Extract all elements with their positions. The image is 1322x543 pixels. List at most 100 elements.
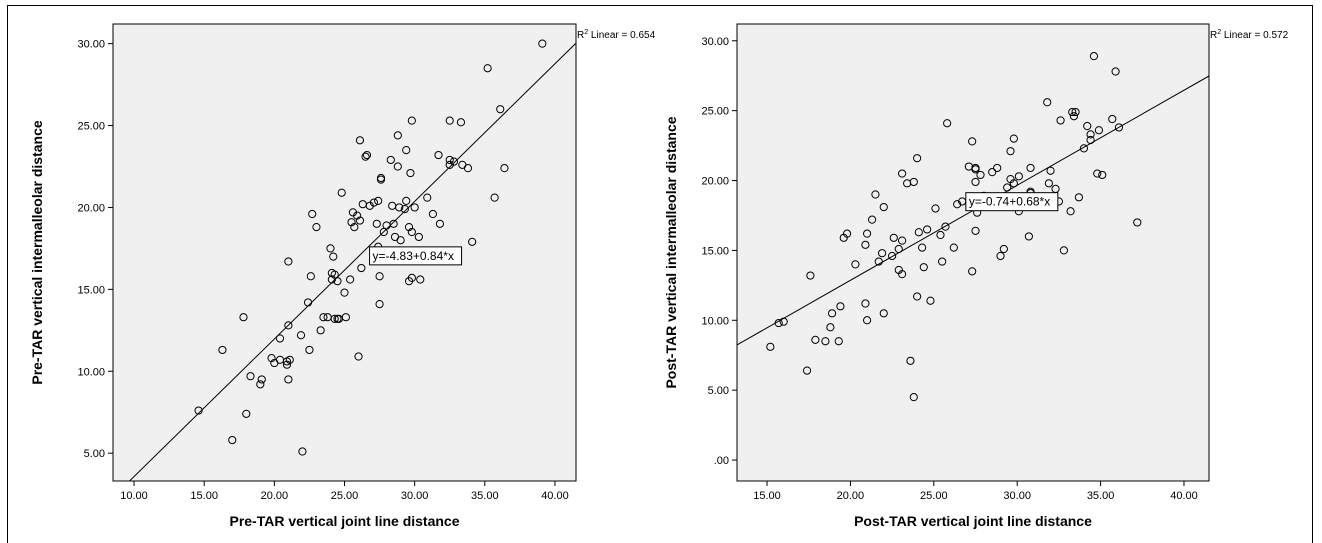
chart1-plot-area: [112, 23, 577, 482]
chart2-data-point: [1066, 207, 1075, 216]
chart1-data-point: [340, 288, 349, 297]
chart2-data-point: [1044, 179, 1053, 188]
chart1-data-point: [308, 209, 317, 219]
chart2-x-tick-label: 30.00: [1003, 490, 1031, 502]
chart2-x-tick-label: 15.00: [753, 490, 781, 502]
chart1-r2-letter: R: [577, 30, 584, 41]
chart1-data-point: [355, 136, 365, 145]
chart2-data-point: [1069, 112, 1079, 121]
chart1-data-point: [456, 118, 466, 127]
chart1-data-point: [326, 244, 335, 253]
chart2-data-point: [1074, 193, 1084, 202]
chart2-data-point: [906, 356, 915, 365]
chart2-data-point: [988, 168, 997, 177]
chart1-data-point: [376, 175, 386, 184]
chart2-data-point: [874, 257, 883, 266]
chart1-data-point: [239, 313, 248, 322]
chart2-data-point: [1024, 232, 1033, 241]
chart2-data-point: [1014, 172, 1023, 181]
chart2-data-point: [1071, 107, 1080, 117]
chart1-data-point: [327, 275, 336, 284]
chart2-data-point: [909, 393, 918, 402]
chart1-y-tick-label: 30.00: [77, 39, 105, 51]
chart2-data-point: [774, 318, 783, 328]
chart2-data-point: [766, 342, 775, 351]
chart2-data-point: [861, 240, 870, 249]
chart2-data-point: [926, 296, 935, 305]
chart1-data-point: [354, 352, 363, 361]
chart2-data-point: [999, 244, 1008, 254]
chart2-data-point: [879, 202, 888, 212]
chart1-x-tick-label: 15.00: [190, 490, 218, 502]
chart1-x-tick-label: 25.00: [331, 490, 359, 502]
chart2-data-point: [1068, 107, 1077, 117]
chart2-data-point: [968, 137, 977, 146]
chart2-data-point: [1009, 179, 1018, 188]
figure-border: [7, 5, 1313, 543]
chart2-data-point: [1108, 114, 1117, 124]
chart1-data-point: [316, 326, 325, 335]
chart2-group: 15.00 20.00 25.00 30.00 35.00 40.00 .00 5.00 10.…: [663, 23, 1289, 529]
chart2-data-point: [914, 228, 923, 237]
chart2-data-point: [919, 263, 928, 272]
chart2-data-point: [909, 177, 918, 187]
chart1-data-point: [500, 164, 509, 173]
chart1-data-point: [303, 298, 313, 307]
chart2-data-point: [913, 154, 922, 163]
chart2-data-point: [898, 270, 907, 279]
chart1-data-point: [312, 223, 321, 232]
chart1-data-point: [284, 257, 293, 266]
chart2-data-point: [888, 251, 897, 261]
chart2-r2-superscript: 2: [1217, 29, 1221, 36]
chart2-equation-box: [965, 192, 1059, 212]
chart1-x-tick-label: 10.00: [120, 490, 148, 502]
chart2-data-point: [871, 190, 880, 199]
chart1-data-point: [337, 188, 346, 197]
chart1-data-point: [386, 155, 395, 165]
chart2-data-point: [889, 233, 898, 242]
chart1-data-point: [483, 64, 492, 73]
chart1-data-point: [374, 196, 383, 206]
chart1-data-point: [257, 375, 266, 384]
chart1-data-point: [490, 193, 499, 202]
chart2-data-point: [913, 292, 922, 301]
chart2-data-point: [862, 229, 872, 238]
chart2-x-tick-label: 20.00: [837, 490, 865, 502]
chart1-data-point: [346, 275, 355, 284]
chart2-data-point: [923, 225, 932, 234]
chart1-y-tick-label: 25.00: [77, 121, 105, 133]
chart2-x-tick-label: 35.00: [1087, 490, 1115, 502]
chart1-data-point: [407, 273, 416, 282]
chart2-data-point: [1114, 123, 1124, 132]
chart2-data-point: [861, 299, 870, 308]
chart2-data-point: [938, 257, 947, 266]
chart1-data-point: [347, 218, 356, 227]
chart2-data-point: [779, 317, 788, 326]
chart1-x-axis-label: Pre-TAR vertical joint line distance: [229, 513, 459, 529]
chart2-data-point: [1026, 163, 1035, 173]
chart1-data-point: [445, 116, 454, 125]
chart1-data-point: [369, 198, 379, 207]
chart1-data-point: [194, 406, 203, 415]
chart1-data-point: [449, 157, 459, 166]
chart2-data-point: [941, 222, 950, 231]
chart2-data-point: [931, 204, 940, 213]
chart1-data-point: [445, 155, 454, 165]
chart2-data-point: [1056, 116, 1065, 125]
chart2-data-point: [802, 366, 812, 375]
chart1-x-tick-label: 35.00: [471, 490, 499, 502]
chart1-equation-label: y=-4.83+0.84*x: [373, 249, 454, 263]
chart1-data-point: [423, 193, 432, 202]
chart2-equation-label: y=-0.74+0.68*x: [969, 195, 1050, 209]
chart2-data-point: [836, 302, 845, 311]
chart2-data-point: [968, 267, 977, 276]
chart1-data-point: [284, 321, 293, 330]
chart1-data-point: [296, 331, 306, 340]
chart1-data-point: [402, 146, 411, 155]
chart2-data-point: [1086, 135, 1095, 145]
chart1-data-point: [538, 39, 547, 48]
chart1-data-point: [218, 345, 227, 355]
chart1-data-point: [395, 203, 404, 212]
chart2-r2-letter: R: [1210, 30, 1217, 41]
chart2-data-point: [826, 323, 835, 332]
